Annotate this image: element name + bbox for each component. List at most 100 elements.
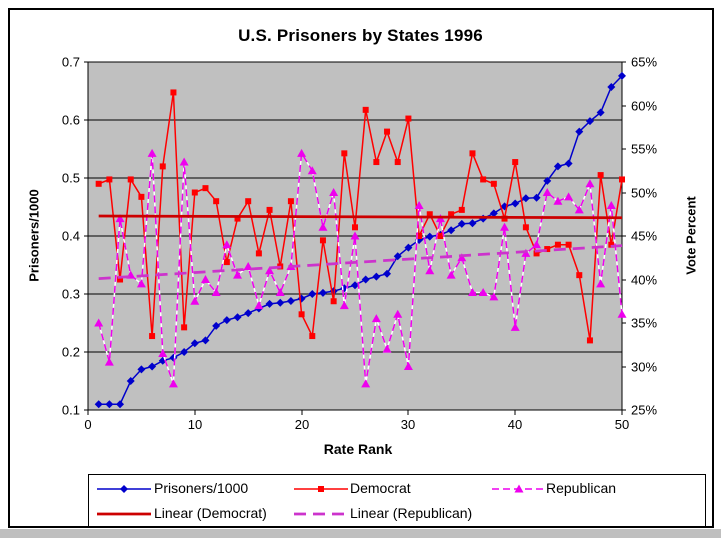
square-marker	[437, 233, 444, 239]
triangle-marker	[606, 201, 616, 210]
x-axis-tick-label: 50	[615, 417, 629, 432]
diamond-marker	[222, 316, 231, 325]
square-marker	[565, 241, 572, 248]
square-marker	[202, 185, 209, 192]
diamond-marker	[94, 400, 103, 409]
diamond-marker	[265, 299, 274, 308]
triangle-marker	[553, 196, 563, 205]
triangle-marker	[339, 301, 349, 310]
triangle-marker	[585, 179, 595, 188]
square-marker	[309, 333, 316, 340]
left-axis-tick-label: 0.2	[62, 345, 80, 360]
square-marker	[319, 237, 326, 244]
square-marker	[533, 250, 540, 257]
square-marker	[394, 159, 401, 166]
series-prisoners-1000	[94, 71, 626, 409]
diamond-marker	[286, 296, 295, 305]
square-marker	[127, 176, 134, 183]
x-axis-title: Rate Rank	[323, 441, 393, 457]
diamond-marker	[233, 313, 242, 322]
triangle-marker	[94, 318, 104, 327]
diamond-marker	[201, 336, 210, 345]
x-axis-tick-label: 10	[188, 417, 202, 432]
square-marker	[255, 250, 262, 257]
diamond-marker	[116, 400, 125, 409]
diamond-marker	[276, 298, 285, 307]
square-marker	[330, 298, 337, 305]
left-axis-tick-label: 0.4	[62, 229, 80, 244]
diamond-marker	[447, 226, 456, 235]
triangle-marker	[403, 362, 413, 370]
square-marker	[405, 115, 412, 122]
triangle-marker	[158, 348, 168, 357]
left-axis-tick-label: 0.1	[62, 403, 80, 418]
right-axis-tick-label: 25%	[631, 403, 657, 418]
square-marker	[512, 159, 519, 166]
square-marker	[608, 241, 615, 248]
right-axis-tick-label: 55%	[631, 142, 657, 157]
legend-label: Linear (Democrat)	[154, 505, 267, 521]
triangle-marker	[115, 214, 125, 223]
diamond-marker	[190, 339, 199, 348]
triangle-marker	[350, 231, 360, 240]
right-axis-tick-label: 35%	[631, 316, 657, 331]
square-marker	[298, 311, 305, 318]
triangle-marker	[361, 379, 371, 388]
square-marker	[191, 189, 198, 196]
triangle-marker	[371, 314, 381, 323]
diamond-marker	[564, 159, 573, 168]
square-marker	[576, 272, 583, 279]
diamond-marker	[105, 400, 114, 409]
series-line	[98, 244, 623, 280]
triangle-marker	[532, 240, 542, 249]
square-marker	[266, 206, 273, 213]
triangle-marker	[446, 270, 456, 279]
legend: Prisoners/1000 Democrat Republican Linear (…	[88, 474, 706, 527]
triangle-marker	[489, 292, 499, 301]
diamond-marker	[180, 348, 189, 356]
triangle-marker	[382, 344, 392, 353]
x-axis-tick-label: 30	[401, 417, 415, 432]
diamond-marker	[318, 288, 327, 297]
legend-swatch-linear-democrat	[97, 512, 151, 516]
triangle-marker	[329, 188, 339, 196]
legend-label: Linear (Republican)	[350, 505, 473, 521]
triangle-marker	[297, 148, 307, 157]
square-marker	[181, 324, 188, 331]
diamond-marker	[372, 272, 381, 281]
diamond-marker	[511, 199, 520, 208]
diamond-marker	[618, 71, 626, 80]
diamond-marker	[468, 219, 477, 228]
triangle-marker	[564, 192, 574, 201]
square-marker	[373, 159, 380, 166]
diamond-marker	[351, 281, 359, 290]
legend-label: Prisoners/1000	[154, 480, 249, 496]
series-linear-republican	[98, 244, 623, 280]
square-marker	[490, 180, 497, 187]
left-axis-tick-label: 0.5	[62, 171, 80, 186]
triangle-marker	[318, 222, 328, 231]
triangle-marker	[425, 266, 435, 275]
diamond-marker	[607, 82, 616, 91]
square-marker	[170, 89, 177, 96]
square-marker	[362, 106, 369, 113]
triangle-marker	[254, 301, 264, 310]
square-marker	[245, 198, 252, 205]
triangle-marker	[179, 157, 189, 166]
triangle-marker	[233, 270, 243, 279]
legend-swatch-republican	[492, 484, 546, 493]
diamond-marker	[543, 176, 552, 185]
left-axis-tick-label: 0.3	[62, 287, 80, 302]
square-marker	[149, 333, 156, 340]
triangle-marker	[542, 188, 552, 196]
diamond-marker	[553, 162, 562, 171]
plot-area: 0.1 0.2 0.3 0.4 0.5 0.6 0.7 25% 30% 35% 40% 45% 50% 5…	[62, 55, 658, 433]
diamond-marker	[383, 269, 392, 278]
triangle-marker	[393, 309, 403, 318]
diamond-marker	[585, 117, 594, 126]
triangle-marker	[200, 275, 210, 283]
right-axis-tick-label: 45%	[631, 229, 657, 244]
diamond-marker	[137, 365, 146, 374]
legend-swatch-democrat	[294, 486, 348, 492]
